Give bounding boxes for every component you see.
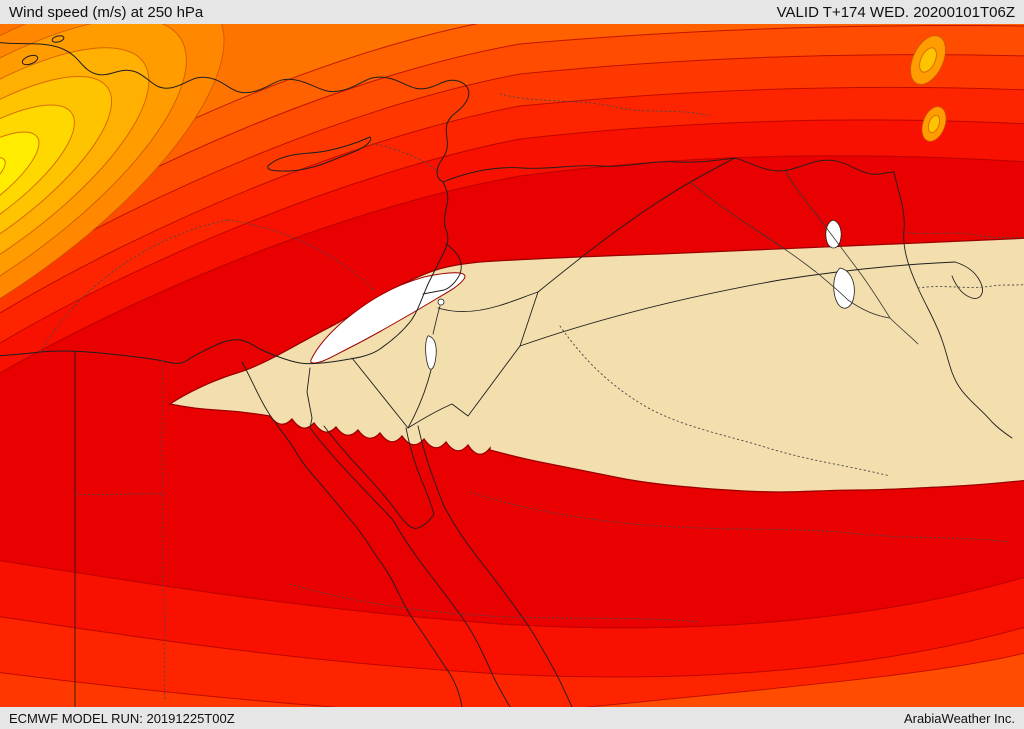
border-syria-jordan: [437, 291, 539, 313]
header-bar: Wind speed (m/s) at 250 hPa VALID T+174 …: [0, 0, 1024, 24]
border-kuwait: [951, 261, 983, 299]
border-israel-lebanon: [422, 289, 445, 295]
gulf-of-aqaba: [405, 425, 444, 515]
geography: [0, 35, 1024, 707]
contour-band: [919, 47, 937, 73]
border-iraq-iran: [893, 171, 1013, 439]
contour-band: [583, 652, 1024, 707]
border-egypt-israel: [351, 357, 409, 429]
jet-maximum-upper-left: [0, 24, 225, 380]
gulf-of-suez: [309, 425, 401, 521]
border-lebanon-syria: [443, 243, 462, 291]
red-sea: [392, 503, 573, 707]
map-area: [0, 24, 1024, 707]
jet-streak-max-white: [310, 272, 466, 364]
border-syria-iraq: [537, 157, 736, 293]
border-turkey-syria: [442, 157, 736, 183]
wind-speed-field: [0, 24, 1024, 707]
provider-credit: ArabiaWeather Inc.: [903, 710, 1015, 726]
contour-band: [0, 157, 6, 211]
suez-canal: [306, 367, 313, 429]
iraqi-lakes: [825, 219, 855, 309]
dashed-boundaries: [39, 93, 1024, 701]
border-israel-jordan: [407, 369, 432, 429]
footer-bar: ECMWF MODEL RUN: 20191225T00Z ArabiaWeat…: [0, 707, 1024, 729]
border-jordan-saudi: [407, 345, 521, 429]
upper-right-warm-spots: [910, 35, 947, 142]
weather-map-svg: [0, 24, 1024, 707]
dead-sea: [425, 335, 437, 370]
nile-river: [241, 361, 463, 707]
country-borders: [74, 157, 1013, 707]
small-islands: [21, 35, 65, 66]
lower-contour-bands: [0, 560, 1024, 707]
cyprus-island: [267, 136, 372, 172]
mesopotamia-rivers: [689, 171, 919, 345]
valid-time: VALID T+174 WED. 20200101T06Z: [776, 3, 1015, 21]
contour-band: [0, 616, 1024, 707]
border-jordan-iraq: [519, 291, 539, 347]
sea-of-galilee: [437, 298, 445, 306]
model-run-label: ECMWF MODEL RUN: 20191225T00Z: [9, 710, 235, 726]
border-saudi-iraq: [519, 261, 956, 347]
contour-band: [0, 131, 40, 237]
contour-band: [927, 114, 941, 134]
border-turkey-iraq: [734, 157, 895, 175]
map-title: Wind speed (m/s) at 250 hPa: [9, 3, 204, 21]
